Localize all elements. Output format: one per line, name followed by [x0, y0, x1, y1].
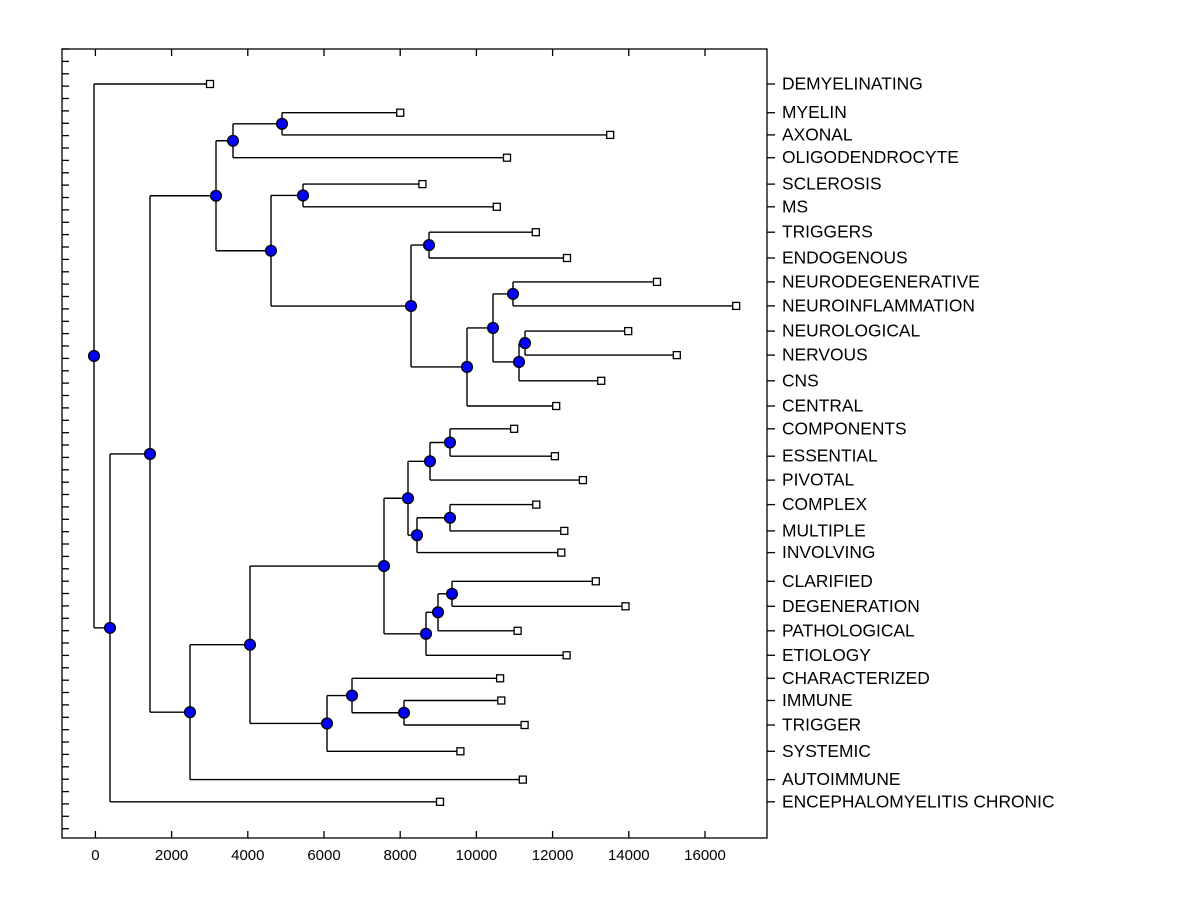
svg-text:2000: 2000 — [155, 847, 188, 864]
svg-text:ESSENTIAL: ESSENTIAL — [782, 446, 878, 466]
svg-text:TRIGGER: TRIGGER — [782, 715, 861, 735]
svg-text:4000: 4000 — [231, 847, 264, 864]
svg-text:16000: 16000 — [684, 847, 726, 864]
svg-text:MULTIPLE: MULTIPLE — [782, 520, 866, 540]
svg-text:SYSTEMIC: SYSTEMIC — [782, 741, 871, 761]
svg-text:8000: 8000 — [384, 847, 417, 864]
svg-text:12000: 12000 — [532, 847, 574, 864]
svg-text:TRIGGERS: TRIGGERS — [782, 222, 873, 242]
svg-text:MYELIN: MYELIN — [782, 102, 847, 122]
svg-text:CNS: CNS — [782, 370, 819, 390]
svg-text:CLARIFIED: CLARIFIED — [782, 571, 873, 591]
svg-text:0: 0 — [91, 847, 99, 864]
svg-text:CENTRAL: CENTRAL — [782, 396, 863, 416]
svg-text:6000: 6000 — [307, 847, 340, 864]
svg-text:INVOLVING: INVOLVING — [782, 542, 875, 562]
svg-text:PIVOTAL: PIVOTAL — [782, 470, 854, 490]
svg-text:14000: 14000 — [608, 847, 650, 864]
svg-text:MS: MS — [782, 196, 808, 216]
svg-text:AUTOIMMUNE: AUTOIMMUNE — [782, 769, 901, 789]
svg-text:ENCEPHALOMYELITIS CHRONIC: ENCEPHALOMYELITIS CHRONIC — [782, 791, 1055, 811]
svg-text:10000: 10000 — [456, 847, 498, 864]
svg-text:PATHOLOGICAL: PATHOLOGICAL — [782, 620, 915, 640]
svg-text:SCLEROSIS: SCLEROSIS — [782, 174, 882, 194]
svg-text:DEMYELINATING: DEMYELINATING — [782, 74, 923, 94]
svg-text:AXONAL: AXONAL — [782, 124, 853, 144]
svg-text:NEUROINFLAMMATION: NEUROINFLAMMATION — [782, 295, 975, 315]
svg-text:NEURODEGENERATIVE: NEURODEGENERATIVE — [782, 271, 980, 291]
svg-text:DEGENERATION: DEGENERATION — [782, 596, 920, 616]
svg-text:ENDOGENOUS: ENDOGENOUS — [782, 248, 908, 268]
svg-text:COMPONENTS: COMPONENTS — [782, 418, 907, 438]
svg-text:COMPLEX: COMPLEX — [782, 494, 867, 514]
svg-text:CHARACTERIZED: CHARACTERIZED — [782, 668, 930, 688]
svg-text:NERVOUS: NERVOUS — [782, 345, 868, 365]
svg-text:NEUROLOGICAL: NEUROLOGICAL — [782, 321, 921, 341]
svg-text:OLIGODENDROCYTE: OLIGODENDROCYTE — [782, 147, 959, 167]
svg-text:IMMUNE: IMMUNE — [782, 690, 853, 710]
svg-text:ETIOLOGY: ETIOLOGY — [782, 645, 871, 665]
